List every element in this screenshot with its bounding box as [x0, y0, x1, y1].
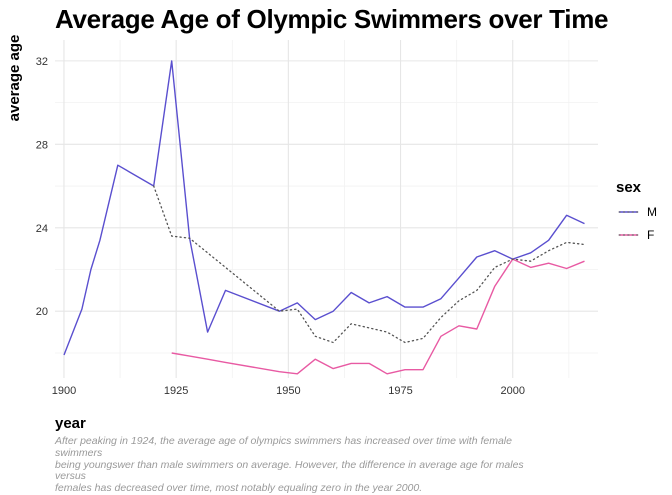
series-line-M — [63, 60, 585, 356]
y-axis-title: average age — [6, 35, 23, 122]
legend-label-M: M — [647, 205, 657, 219]
legend: sex MF — [616, 179, 657, 242]
chart-caption: After peaking in 1924, the average age o… — [55, 435, 524, 495]
y-tick-label: 24 — [36, 223, 48, 235]
x-tick-label: 1925 — [164, 385, 188, 397]
chart-svg: 1900 1925 1950 1975 2000 20 24 28 32 year avera… — [6, 35, 657, 432]
x-tick-label: 2000 — [500, 385, 524, 397]
y-tick-label: 20 — [36, 306, 48, 318]
y-tick-label: 28 — [36, 139, 48, 151]
gridlines — [55, 40, 598, 378]
x-tick-label: 1950 — [276, 385, 300, 397]
y-tick-labels: 20 24 28 32 — [36, 56, 48, 318]
series-line-F — [171, 258, 585, 375]
chart-title: Average Age of Olympic Swimmers over Tim… — [55, 4, 609, 34]
x-axis-title: year — [55, 415, 86, 432]
series-line-overall — [153, 185, 586, 344]
legend-title: sex — [616, 179, 642, 196]
legend-label-F: F — [647, 228, 654, 242]
series-lines — [63, 60, 586, 375]
x-tick-label: 1900 — [52, 385, 76, 397]
y-tick-label: 32 — [36, 56, 48, 68]
x-tick-labels: 1900 1925 1950 1975 2000 — [52, 385, 525, 397]
x-tick-label: 1975 — [388, 385, 412, 397]
